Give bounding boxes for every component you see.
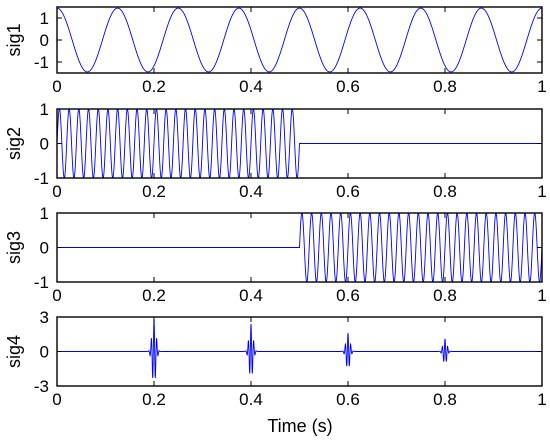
x-tick-label: 0.6 [336,390,360,409]
axes-box [56,6,543,74]
y-tick-label: -1 [34,169,49,188]
y-tick-label: 1 [40,204,49,223]
y-tick-label: -3 [34,377,49,396]
y-axis-label: sig1 [4,23,24,56]
x-tick-label: 0 [52,77,61,96]
series-line-sig4 [57,318,542,379]
x-tick-label: 0.8 [433,77,457,96]
series-line-sig2 [57,109,542,178]
x-tick-label: 0.4 [239,77,263,96]
x-axis-label: Time (s) [267,416,332,436]
y-tick-label: 0 [40,135,49,154]
y-axis-label: sig4 [4,335,24,368]
y-axis-label: sig2 [4,127,24,160]
x-tick-label: 0.2 [142,286,166,305]
x-tick-label: 0 [52,286,61,305]
y-tick-label: 0 [40,239,49,258]
x-tick-label: 0.2 [142,182,166,201]
x-tick-label: 0.8 [433,182,457,201]
y-tick-label: -1 [34,53,49,72]
x-tick-label: 1 [537,182,546,201]
x-tick-label: 0.2 [142,390,166,409]
x-tick-label: 1 [537,77,546,96]
x-tick-label: 0.4 [239,182,263,201]
y-tick-label: 0 [40,31,49,50]
y-tick-label: 1 [40,9,49,28]
y-tick-label: -1 [34,273,49,292]
x-tick-label: 1 [537,286,546,305]
y-tick-label: 1 [40,100,49,119]
x-tick-label: 0.2 [142,77,166,96]
x-tick-label: 0.8 [433,390,457,409]
series-line-sig3 [57,213,542,282]
x-tick-label: 0.4 [239,390,263,409]
x-tick-label: 0.6 [336,286,360,305]
x-tick-label: 0.6 [336,77,360,96]
x-tick-label: 0.6 [336,182,360,201]
x-tick-label: 0 [52,182,61,201]
x-tick-label: 0.4 [239,286,263,305]
series-line-sig1 [57,7,542,73]
y-tick-label: 0 [40,343,49,362]
x-tick-label: 0.8 [433,286,457,305]
y-tick-label: 3 [40,308,49,327]
x-tick-label: 0 [52,390,61,409]
y-axis-label: sig3 [4,231,24,264]
x-tick-label: 1 [537,390,546,409]
